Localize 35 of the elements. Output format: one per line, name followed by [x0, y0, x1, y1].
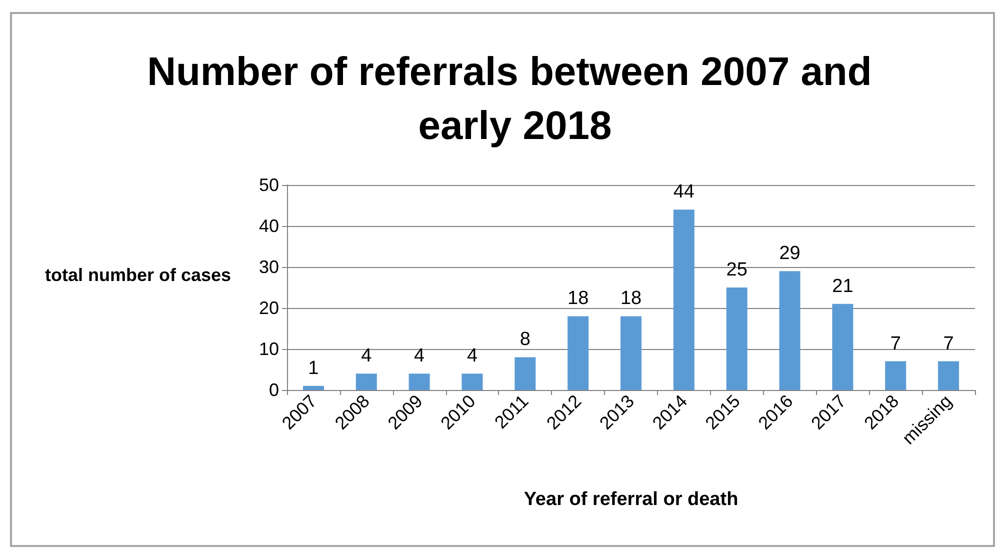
data-label: 18	[568, 288, 589, 310]
data-label: 7	[890, 333, 901, 354]
y-tick-label: 10	[258, 339, 279, 359]
x-axis-title: Year of referral or death	[524, 489, 738, 510]
y-tick-label: 20	[258, 298, 279, 318]
data-label: 21	[832, 276, 854, 297]
bar	[514, 357, 536, 390]
bar	[356, 374, 377, 390]
data-label: 18	[620, 288, 642, 310]
y-tick-label: 40	[258, 216, 279, 236]
data-label: 4	[466, 346, 478, 367]
bar	[779, 271, 800, 390]
data-label: 44	[673, 182, 695, 203]
y-tick-label: 50	[258, 175, 279, 195]
bar	[726, 288, 748, 390]
chart-title: Number of referrals between 2007 and early 2018	[147, 50, 883, 148]
data-label: 8	[520, 329, 530, 350]
bar	[832, 304, 854, 390]
bar	[885, 361, 906, 390]
bar	[938, 361, 960, 390]
bar	[462, 374, 483, 390]
data-label: 1	[308, 358, 319, 379]
y-axis-title: total number of cases	[44, 264, 232, 287]
bar	[302, 386, 324, 390]
bar	[408, 374, 430, 390]
bar	[620, 316, 642, 390]
y-tick-label: 30	[258, 257, 279, 277]
bar	[568, 316, 589, 390]
bar	[673, 210, 694, 390]
data-label: 29	[779, 243, 800, 264]
y-tick-label: 0	[268, 380, 279, 400]
data-label: 7	[943, 333, 954, 354]
data-label: 4	[414, 346, 426, 367]
data-label: 25	[726, 260, 748, 280]
data-label: 4	[361, 346, 372, 367]
